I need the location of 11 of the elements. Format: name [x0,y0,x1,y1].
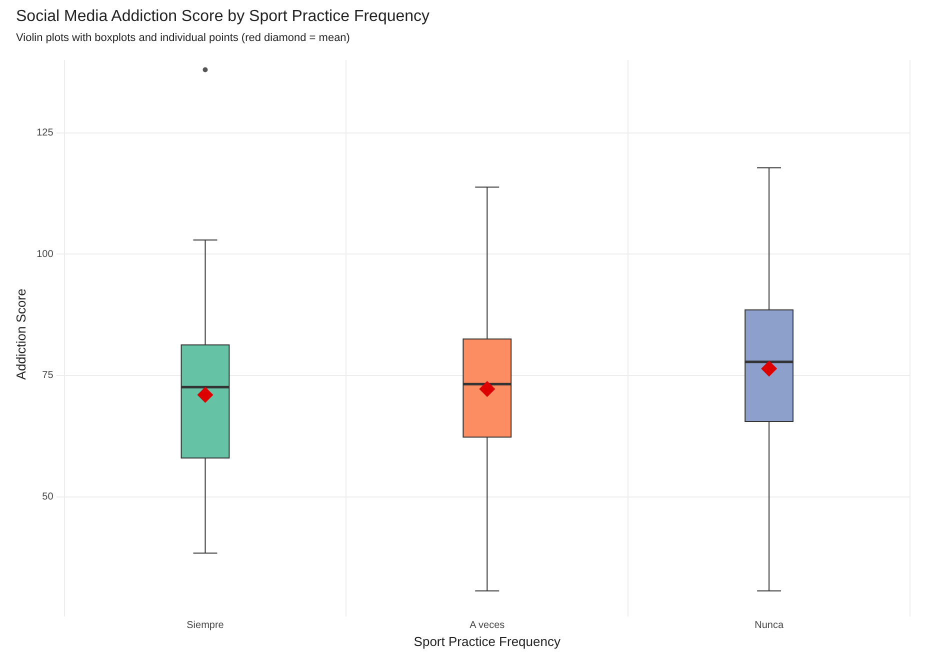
chart-title: Social Media Addiction Score by Sport Practice Frequency [16,8,430,26]
x-tick-label: Siempre [186,620,224,632]
x-axis-title: Sport Practice Frequency [414,634,561,649]
x-tick-label: Nunca [754,620,784,632]
y-tick-label: 50 [42,492,54,503]
chart-subtitle: Violin plots with boxplots and individual points (red diamond = mean) [16,32,350,44]
x-tick-label: A veces [470,620,505,632]
y-tick-label: 100 [36,248,54,260]
y-axis-title: Addiction Score [13,288,28,380]
y-tick-label: 75 [42,370,54,382]
y-tick-label: 125 [36,128,54,139]
